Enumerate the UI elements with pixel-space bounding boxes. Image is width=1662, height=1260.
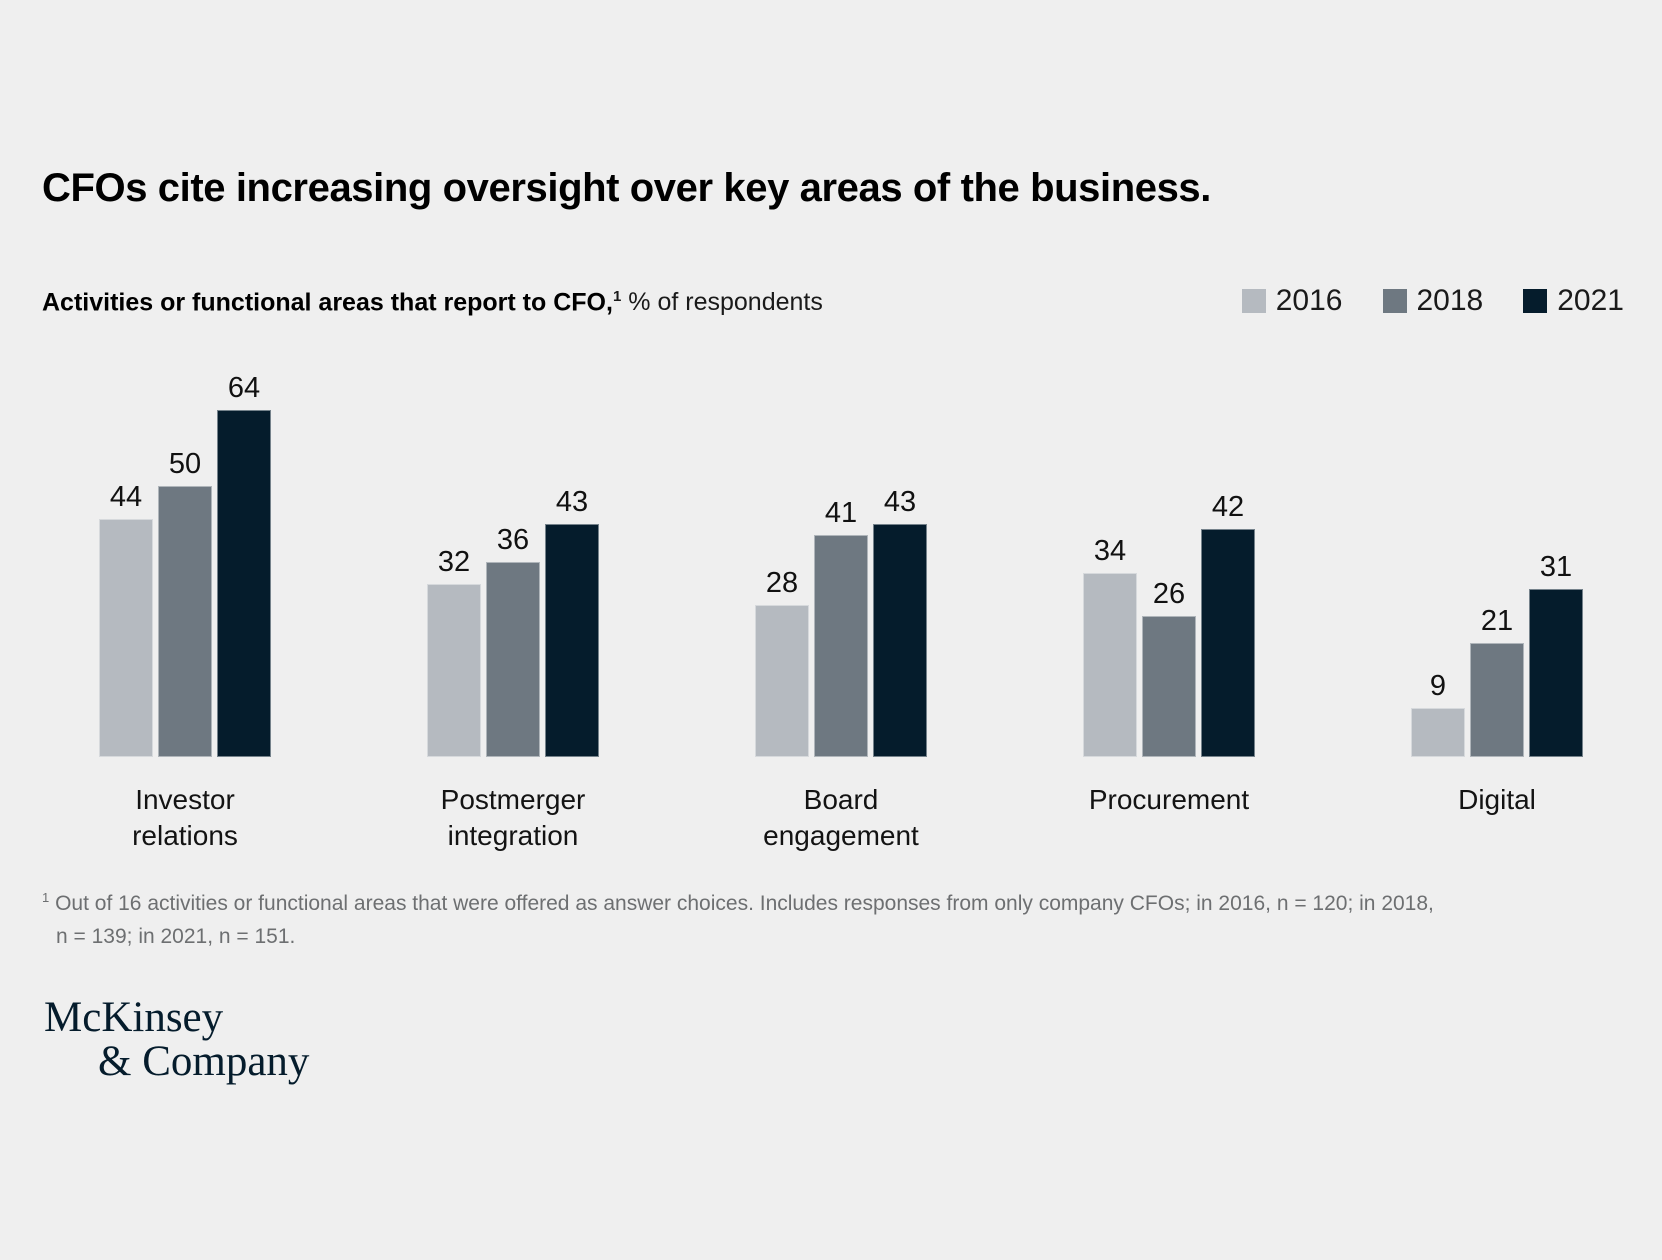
bar-value-label: 31 [1539, 551, 1573, 583]
footnote-superscript: 1 [42, 890, 50, 905]
bar-column-2016-postmerger-integration: 32 [427, 548, 481, 757]
bar-group-board-engagement: 28 41 43 [755, 350, 927, 757]
bar-group-investor-relations: 44 50 64 [99, 350, 271, 757]
bar-value-label: 21 [1480, 605, 1514, 637]
bar-column-2018-investor-relations: 50 [158, 450, 212, 757]
chart-subtitle-bold: Activities or functional areas that repo… [42, 288, 613, 317]
bar-2018-digital [1470, 643, 1524, 757]
footnote-marker: 1 [612, 288, 622, 305]
bar-2018-postmerger-integration [486, 562, 540, 757]
legend-swatch-2021 [1523, 289, 1548, 313]
legend-swatch-2016 [1241, 289, 1266, 313]
bar-column-2018-postmerger-integration: 36 [486, 526, 540, 757]
logo-line2: & Company [98, 1037, 310, 1085]
category-label-digital: Digital [1458, 784, 1536, 815]
legend-item-2021: 2021 [1523, 284, 1624, 318]
category-label-board-engagement: Board engagement [763, 784, 919, 852]
bar-group-procurement: 34 26 42 [1083, 350, 1255, 757]
bar-value-label: 41 [824, 497, 858, 529]
footnote: 1 Out of 16 activities or functional are… [42, 888, 1434, 953]
footnote-line2: n = 139; in 2021, n = 151. [56, 924, 296, 948]
bar-2018-procurement [1142, 616, 1196, 757]
bar-column-2021-board-engagement: 43 [873, 488, 927, 757]
bar-column-2016-board-engagement: 28 [755, 569, 809, 757]
bar-2016-board-engagement [755, 605, 809, 757]
bar-2016-digital [1411, 708, 1465, 757]
chart-legend: 2016 2018 2021 [1241, 284, 1624, 318]
legend-label-2021: 2021 [1557, 284, 1624, 317]
bar-group-digital: 9 21 31 [1411, 350, 1583, 757]
legend-swatch-2018 [1382, 289, 1407, 313]
bar-column-2016-procurement: 34 [1083, 537, 1137, 757]
bar-column-2021-investor-relations: 64 [217, 374, 271, 757]
bar-value-label: 64 [227, 372, 261, 404]
bar-value-label: 26 [1152, 578, 1186, 610]
bar-value-label: 42 [1211, 491, 1245, 523]
legend-label-2016: 2016 [1275, 284, 1343, 317]
bar-column-2021-procurement: 42 [1201, 493, 1255, 757]
bar-2018-board-engagement [814, 535, 868, 757]
bar-value-label: 28 [765, 567, 799, 599]
footnote-line1: Out of 16 activities or functional areas… [55, 892, 1434, 915]
page-title: CFOs cite increasing oversight over key … [42, 166, 1211, 210]
bar-value-label: 43 [883, 486, 917, 518]
bar-value-label: 43 [555, 486, 589, 518]
bar-2021-procurement [1201, 529, 1255, 757]
bar-2021-investor-relations [217, 410, 271, 757]
chart-subtitle-units: % of respondents [628, 288, 823, 317]
bar-2016-investor-relations [99, 519, 153, 757]
bar-column-2018-procurement: 26 [1142, 580, 1196, 757]
bar-value-label: 34 [1093, 535, 1127, 567]
bar-column-2018-digital: 21 [1470, 607, 1524, 757]
bar-value-label: 50 [168, 448, 202, 480]
bar-2016-procurement [1083, 573, 1137, 757]
logo-line1: McKinsey [44, 994, 224, 1041]
legend-item-2018: 2018 [1382, 284, 1484, 318]
category-label-investor-relations: Investor relations [132, 784, 238, 852]
bar-column-2021-digital: 31 [1529, 553, 1583, 757]
bar-column-2016-digital: 9 [1411, 672, 1465, 757]
category-label-postmerger-integration: Postmerger integration [440, 784, 586, 852]
bar-2021-postmerger-integration [545, 524, 599, 757]
chart-subtitle: Activities or functional areas that repo… [42, 288, 823, 317]
bar-value-label: 44 [109, 481, 143, 513]
bar-value-label: 9 [1429, 670, 1447, 702]
bar-value-label: 32 [437, 546, 471, 578]
bar-2018-investor-relations [158, 486, 212, 757]
bar-2016-postmerger-integration [427, 584, 481, 757]
mckinsey-logo: McKinsey & Company [44, 996, 309, 1084]
bar-column-2018-board-engagement: 41 [814, 499, 868, 757]
category-label-procurement: Procurement [1088, 784, 1250, 815]
bar-column-2016-investor-relations: 44 [99, 483, 153, 757]
bar-2021-digital [1529, 589, 1583, 757]
bar-column-2021-postmerger-integration: 43 [545, 488, 599, 757]
bar-chart: 44 50 64 32 36 43 28 41 43 34 26 42 9 21 31 [0, 350, 1662, 757]
legend-item-2016: 2016 [1241, 284, 1343, 318]
legend-label-2018: 2018 [1416, 284, 1484, 317]
bar-value-label: 36 [496, 524, 530, 556]
bar-2021-board-engagement [873, 524, 927, 757]
bar-group-postmerger-integration: 32 36 43 [427, 350, 599, 757]
